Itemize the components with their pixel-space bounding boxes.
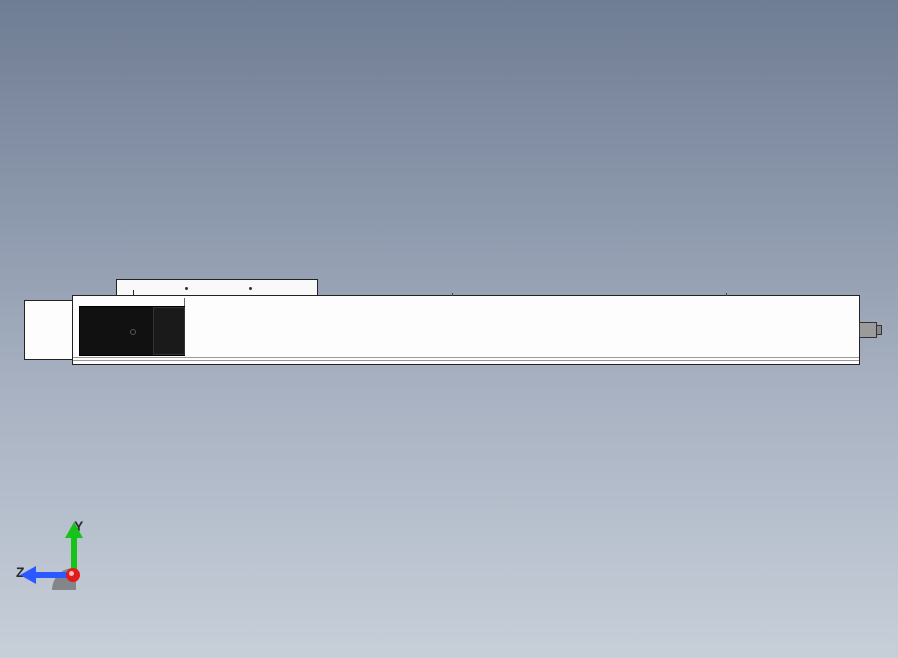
part-main-rail-body [72,295,860,365]
axis-y-arrow-icon [65,522,83,538]
bracket-hole [185,287,188,290]
axis-y [71,536,77,572]
body-seam [184,298,185,306]
part-carriage-step [116,290,134,296]
part-motor-block [79,306,185,356]
axis-z [34,572,70,578]
part-motor-block-hole [130,329,136,335]
body-top-notch [452,293,453,296]
bracket-hole [249,287,252,290]
axis-z-arrow-icon [20,566,36,584]
part-motor-block-panel [153,307,185,355]
axis-triad[interactable]: Y Z [18,520,98,600]
part-right-connector [859,322,877,338]
axis-origin-icon [66,568,80,582]
part-left-end-cap [24,300,73,360]
part-carriage-bracket [116,279,318,296]
cad-viewport[interactable]: Y Z [0,0,898,658]
body-top-notch [726,293,727,296]
part-right-connector-tip [876,325,882,335]
